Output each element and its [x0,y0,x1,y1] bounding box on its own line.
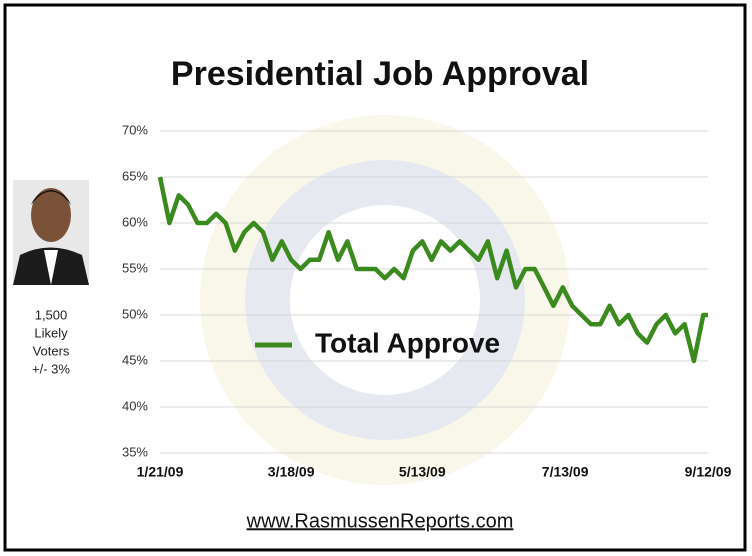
y-tick-label: 60% [122,214,148,229]
chart-title: Presidential Job Approval [171,55,589,93]
y-tick-label: 65% [122,168,148,183]
side-note: Voters [33,343,70,358]
y-tick-label: 50% [122,306,148,321]
portrait [13,180,89,285]
x-tick-label: 9/12/09 [685,464,732,480]
y-tick-label: 40% [122,398,148,413]
legend-label: Total Approve [315,327,500,358]
side-note: 1,500 [35,307,68,322]
y-tick-label: 45% [122,352,148,367]
y-tick-label: 35% [122,444,148,459]
x-tick-label: 5/13/09 [399,464,446,480]
x-tick-label: 3/18/09 [268,464,315,480]
footer-link[interactable]: www.RasmussenReports.com [246,510,514,532]
x-tick-label: 7/13/09 [542,464,589,480]
seal-watermark [200,115,570,485]
y-tick-label: 70% [122,122,148,137]
side-note: Likely [34,325,68,340]
y-tick-label: 55% [122,260,148,275]
frame [3,3,747,552]
data-line [157,176,708,364]
x-tick-label: 1/21/09 [137,464,184,480]
side-note: +/- 3% [32,361,70,376]
